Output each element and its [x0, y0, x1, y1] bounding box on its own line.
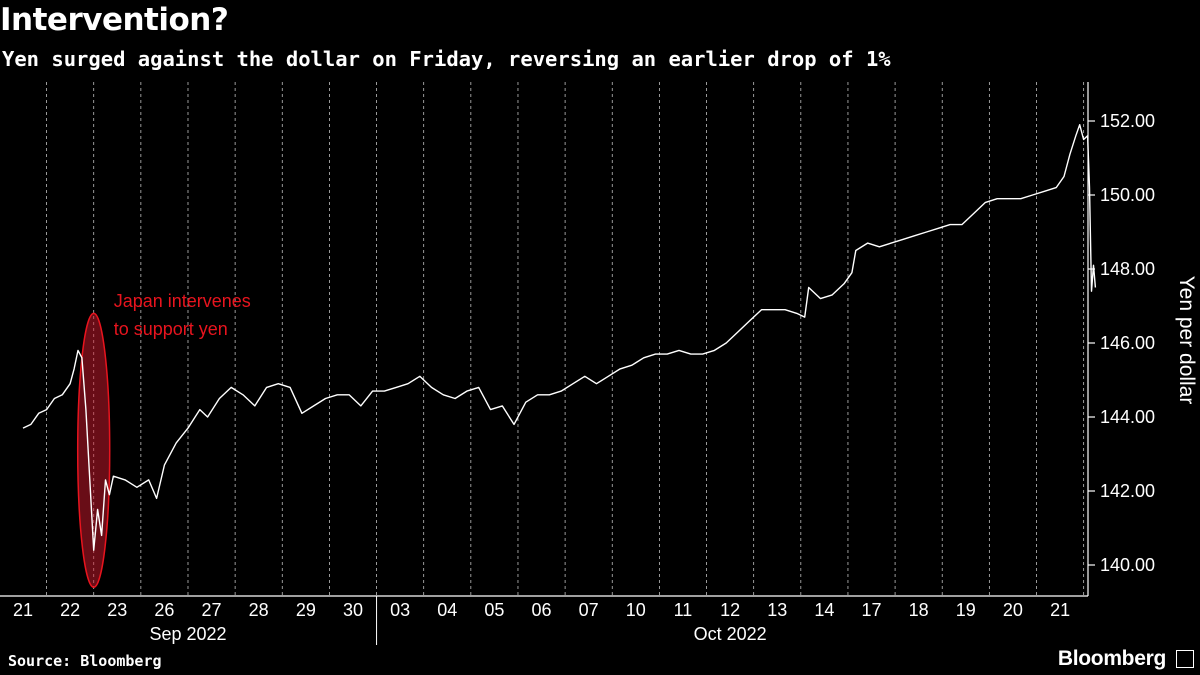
x-tick-label: 28: [249, 600, 269, 620]
x-tick-label: 10: [626, 600, 646, 620]
y-tick-label: 140.00: [1100, 555, 1155, 575]
x-tick-label: 18: [909, 600, 929, 620]
y-tick-label: 144.00: [1100, 407, 1155, 427]
usdjpy-line: [22, 123, 1097, 551]
annotation-text: to support yen: [114, 319, 228, 339]
x-tick-label: 21: [1050, 600, 1070, 620]
y-tick-label: 150.00: [1100, 185, 1155, 205]
annotation-text: Japan intervenes: [114, 291, 251, 311]
chart-title: Intervention?: [0, 2, 229, 38]
y-axis-label: Yen per dollar: [1175, 276, 1198, 405]
x-tick-label: 29: [296, 600, 316, 620]
x-tick-label: 12: [720, 600, 740, 620]
x-tick-label: 19: [956, 600, 976, 620]
annotation-ellipse: [76, 312, 111, 588]
x-tick-label: 22: [60, 600, 80, 620]
bloomberg-terminal-icon: [1176, 650, 1194, 668]
period-label: Oct 2022: [694, 624, 767, 644]
x-tick-label: 23: [107, 600, 127, 620]
x-tick-label: 03: [390, 600, 410, 620]
x-tick-label: 07: [579, 600, 599, 620]
x-tick-label: 11: [674, 600, 693, 620]
x-tick-label: 26: [154, 600, 174, 620]
x-tick-label: 30: [343, 600, 363, 620]
x-tick-label: 27: [202, 600, 222, 620]
x-tick-label: 04: [437, 600, 457, 620]
y-tick-label: 142.00: [1100, 481, 1155, 501]
x-tick-label: 17: [862, 600, 882, 620]
x-tick-label: 05: [484, 600, 504, 620]
x-tick-label: 21: [13, 600, 33, 620]
x-tick-label: 06: [532, 600, 552, 620]
x-tick-label: 14: [814, 600, 834, 620]
bloomberg-logo: Bloomberg: [1057, 647, 1166, 670]
y-tick-label: 152.00: [1100, 111, 1155, 131]
source-note: Source: Bloomberg: [8, 652, 162, 670]
period-label: Sep 2022: [149, 624, 226, 644]
x-tick-label: 13: [767, 600, 787, 620]
chart-subtitle: Yen surged against the dollar on Friday,…: [2, 47, 891, 71]
y-tick-label: 146.00: [1100, 333, 1155, 353]
x-tick-label: 20: [1003, 600, 1023, 620]
y-tick-label: 148.00: [1100, 259, 1155, 279]
